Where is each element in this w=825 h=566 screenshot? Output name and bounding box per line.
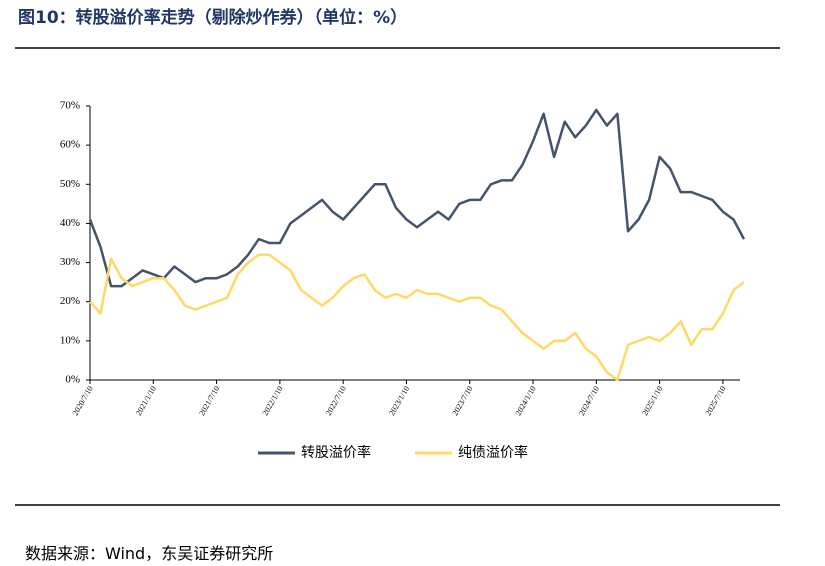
x-tick-label: 2025/1/10 [640, 385, 664, 418]
source-note: 数据来源：Wind，东吴证券研究所 [25, 544, 273, 563]
y-tick-label: 20% [60, 295, 80, 307]
x-tick-label: 2021/1/10 [134, 385, 158, 418]
x-tick-label: 2022/1/10 [261, 385, 285, 418]
legend-label: 纯债溢价率 [458, 444, 528, 461]
y-tick-label: 50% [60, 178, 80, 190]
y-tick-label: 60% [60, 139, 80, 151]
x-tick-label: 2021/7/10 [197, 385, 221, 418]
series-line [88, 108, 746, 288]
x-tick-label: 2020/7/10 [71, 385, 95, 418]
x-tick-label: 2023/1/10 [387, 385, 411, 418]
series-line [89, 253, 745, 382]
chart-title: 图10：转股溢价率走势（剔除炒作券）（单位：%） [18, 7, 407, 28]
x-tick-label: 2023/7/10 [450, 385, 474, 418]
y-tick-label: 30% [60, 256, 80, 268]
x-tick-label: 2024/1/10 [514, 385, 538, 418]
legend-label: 转股溢价率 [301, 444, 371, 461]
x-tick-label: 2025/7/10 [704, 385, 728, 418]
x-tick-label: 2022/7/10 [324, 385, 348, 418]
y-tick-label: 70% [60, 100, 80, 112]
y-tick-label: 0% [65, 374, 80, 386]
y-tick-label: 10% [60, 334, 80, 346]
x-tick-label: 2024/7/10 [577, 385, 601, 418]
y-tick-label: 40% [60, 217, 80, 229]
